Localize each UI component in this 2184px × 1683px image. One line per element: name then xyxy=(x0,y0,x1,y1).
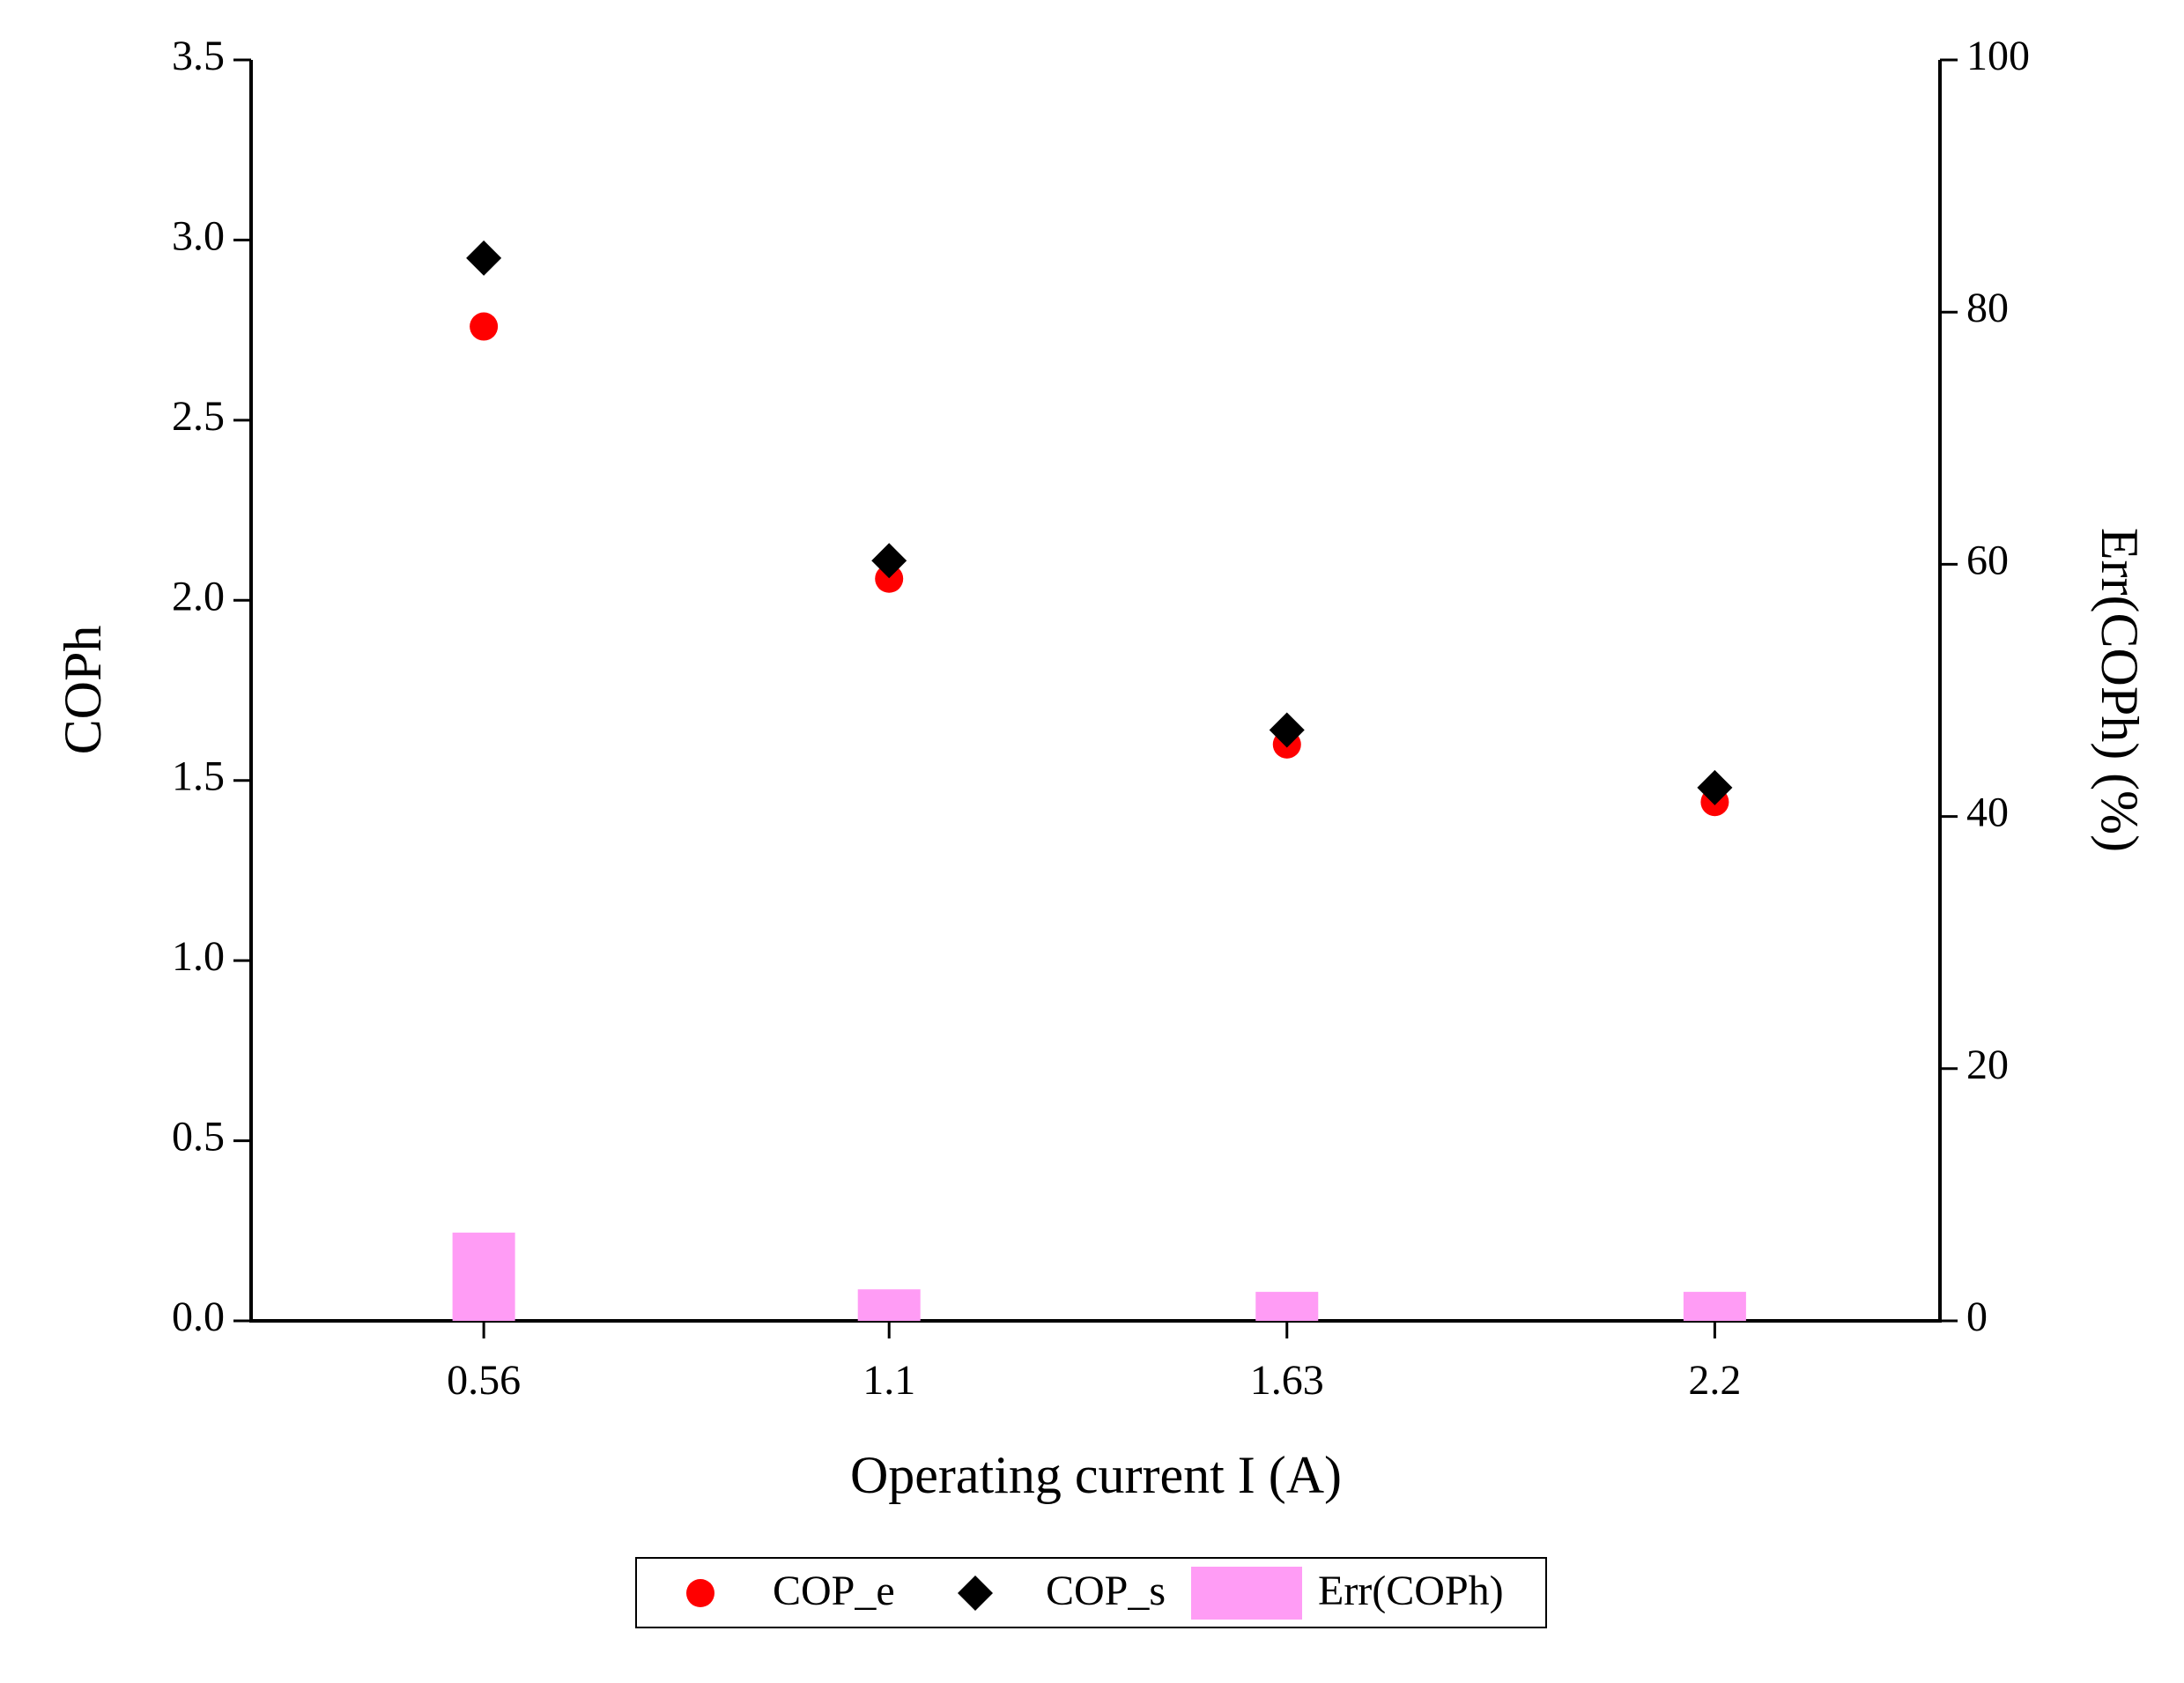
x-tick-label: 1.63 xyxy=(1250,1357,1324,1404)
y-axis-title: COPh xyxy=(54,626,112,755)
y-tick-label: 3.0 xyxy=(172,212,225,259)
legend-label: COP_e xyxy=(773,1568,895,1614)
point xyxy=(871,543,907,579)
x-axis-title: Operating current I (A) xyxy=(850,1446,1342,1504)
bar xyxy=(452,1232,515,1321)
y2-tick-label: 60 xyxy=(1966,537,2009,583)
y-tick-label: 1.0 xyxy=(172,933,225,980)
y-tick-label: 0.0 xyxy=(172,1294,225,1340)
y-tick-label: 2.0 xyxy=(172,573,225,619)
y2-tick-label: 0 xyxy=(1966,1294,1988,1340)
bar xyxy=(1255,1292,1319,1321)
x-tick-label: 1.1 xyxy=(862,1357,915,1404)
legend-marker xyxy=(686,1579,714,1607)
x-tick-label: 2.2 xyxy=(1688,1357,1741,1404)
point xyxy=(875,564,904,593)
x-tick-label: 0.56 xyxy=(447,1357,521,1404)
y2-tick-label: 80 xyxy=(1966,285,2009,331)
point xyxy=(1697,769,1733,805)
bar xyxy=(1683,1292,1746,1321)
y2-tick-label: 40 xyxy=(1966,790,2009,836)
y-tick-label: 2.5 xyxy=(172,393,225,440)
legend-marker xyxy=(1191,1567,1302,1620)
legend-label: Err(COPh) xyxy=(1318,1568,1504,1614)
point xyxy=(1269,712,1305,748)
y2-tick-label: 100 xyxy=(1966,33,2030,79)
y-tick-label: 0.5 xyxy=(172,1114,225,1160)
y-tick-label: 1.5 xyxy=(172,753,225,800)
bar xyxy=(857,1289,921,1321)
y-tick-label: 3.5 xyxy=(172,33,225,79)
legend-label: COP_s xyxy=(1046,1568,1166,1614)
y2-tick-label: 20 xyxy=(1966,1042,2009,1088)
legend-box xyxy=(635,1557,1547,1628)
y2-axis-title: Err(COPh) (%) xyxy=(2091,528,2149,852)
point xyxy=(466,240,502,276)
point xyxy=(470,312,499,341)
legend-marker xyxy=(958,1575,993,1611)
